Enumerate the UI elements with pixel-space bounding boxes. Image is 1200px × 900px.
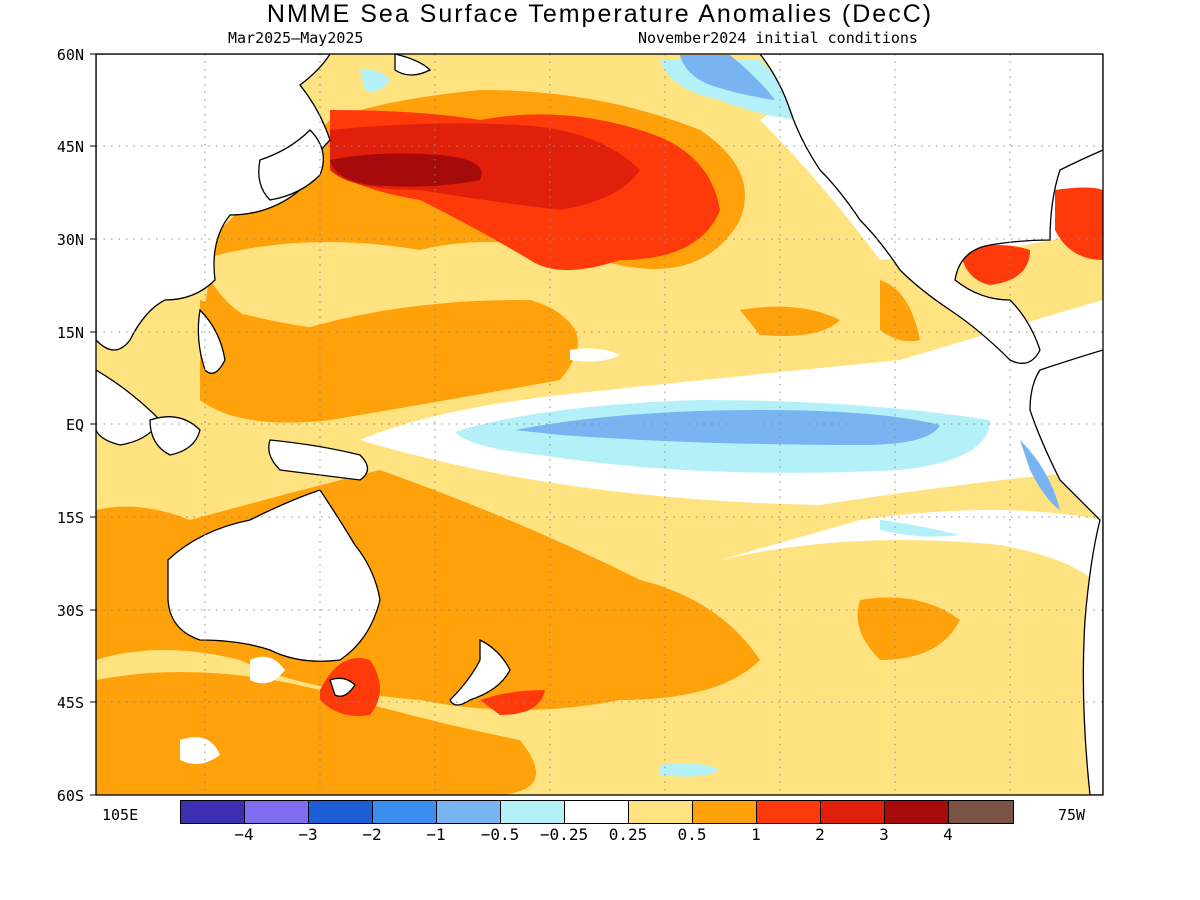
indochina-landmass	[96, 369, 161, 446]
anomaly-patch-peru	[1020, 440, 1060, 510]
neutral-patch-2	[250, 656, 285, 684]
colorbar-swatch-8	[693, 801, 757, 823]
colorbar-swatch-2	[309, 801, 373, 823]
lat-label-45n: 45N	[56, 138, 84, 156]
neutral-region-south-east	[720, 510, 1103, 590]
colorbar-swatch-10	[821, 801, 885, 823]
kamchatka-landmass	[394, 54, 432, 76]
lat-label-15s: 15S	[56, 509, 84, 527]
colorbar	[180, 800, 1014, 824]
anomaly-patch-south-cool	[880, 520, 960, 537]
map-title: NMME Sea Surface Temperature Anomalies (…	[266, 0, 934, 28]
anomaly-patch-gulf	[960, 245, 1030, 285]
graticule	[96, 54, 1103, 795]
colorbar-swatch-1	[245, 801, 309, 823]
colorbar-tick-label: −4	[234, 825, 254, 844]
lat-label-30s: 30S	[56, 602, 84, 620]
anomaly-band-3-north-pacific	[330, 153, 482, 187]
initial-conditions-label: November2024 initial conditions	[638, 29, 918, 47]
anomaly-patch-atlantic	[1055, 187, 1103, 260]
colorbar-tick-label: 0.5	[677, 825, 707, 844]
anomaly-patch-nz	[480, 690, 545, 715]
anomaly-patch-0-5-3	[880, 280, 920, 342]
colorbar-swatch-11	[885, 801, 949, 823]
colorbar-tick-label: 1	[751, 825, 761, 844]
lat-ticks	[90, 53, 96, 796]
colorbar-tick-label: −0.25	[539, 825, 589, 844]
colorbar-tick-label: −0.5	[480, 825, 520, 844]
north-america-landmass	[759, 54, 1103, 364]
colorbar-swatch-4	[437, 801, 501, 823]
new-guinea-landmass	[268, 439, 369, 481]
lat-label-eq: EQ	[65, 416, 84, 434]
colorbar-tick-label: −2	[362, 825, 382, 844]
colorbar-tick-label: 0.25	[608, 825, 648, 844]
south-america-landmass	[1029, 349, 1103, 795]
anomaly-field	[96, 54, 1103, 795]
neutral-patch-3	[570, 348, 620, 362]
anomaly-band-0-5-west-tropics	[200, 300, 575, 423]
colorbar-swatch-9	[757, 801, 821, 823]
anomaly-band-neg-0-5-alaska	[680, 55, 775, 100]
neutral-patch-1	[180, 737, 220, 764]
anomaly-patch-okhotsk	[360, 69, 390, 92]
colorbar-swatch-0	[181, 801, 245, 823]
lon-label-east: 75W	[1058, 806, 1086, 824]
colorbar-swatch-3	[373, 801, 437, 823]
colorbar-tick-label: 2	[815, 825, 825, 844]
tasmania-landmass	[329, 677, 356, 697]
coastlines	[96, 54, 1103, 795]
asia-landmass	[96, 54, 331, 351]
anomaly-band-0-5-southwest	[96, 672, 536, 795]
forecast-period-label: Mar2025–May2025	[228, 29, 364, 47]
colorbar-swatch-7	[629, 801, 693, 823]
colorbar-swatch-12	[949, 801, 1013, 823]
lat-label-45s: 45S	[56, 694, 84, 712]
lon-label-west: 105E	[102, 806, 139, 824]
new-zealand-landmass	[449, 638, 511, 706]
anomaly-patch-far-south	[660, 763, 720, 777]
lat-label-15n: 15N	[56, 324, 84, 342]
colorbar-swatch-6	[565, 801, 629, 823]
colorbar-swatch-5	[501, 801, 565, 823]
borneo-landmass	[149, 416, 201, 456]
australia-landmass	[167, 489, 381, 662]
colorbar-tick-label: −1	[426, 825, 446, 844]
colorbar-tick-label: −3	[298, 825, 318, 844]
colorbar-tick-label: 4	[943, 825, 953, 844]
lat-label-60s: 60S	[56, 787, 84, 805]
anomaly-band-2-north-pacific	[330, 123, 640, 210]
anomaly-band-neg-0-5-cold-tongue	[515, 410, 940, 445]
lat-label-30n: 30N	[56, 231, 84, 249]
anomaly-patch-0-5-2	[740, 306, 840, 336]
colorbar-tick-label: 3	[879, 825, 889, 844]
lat-label-60n: 60N	[56, 46, 84, 64]
anomaly-patch-0-5-1	[857, 597, 960, 660]
